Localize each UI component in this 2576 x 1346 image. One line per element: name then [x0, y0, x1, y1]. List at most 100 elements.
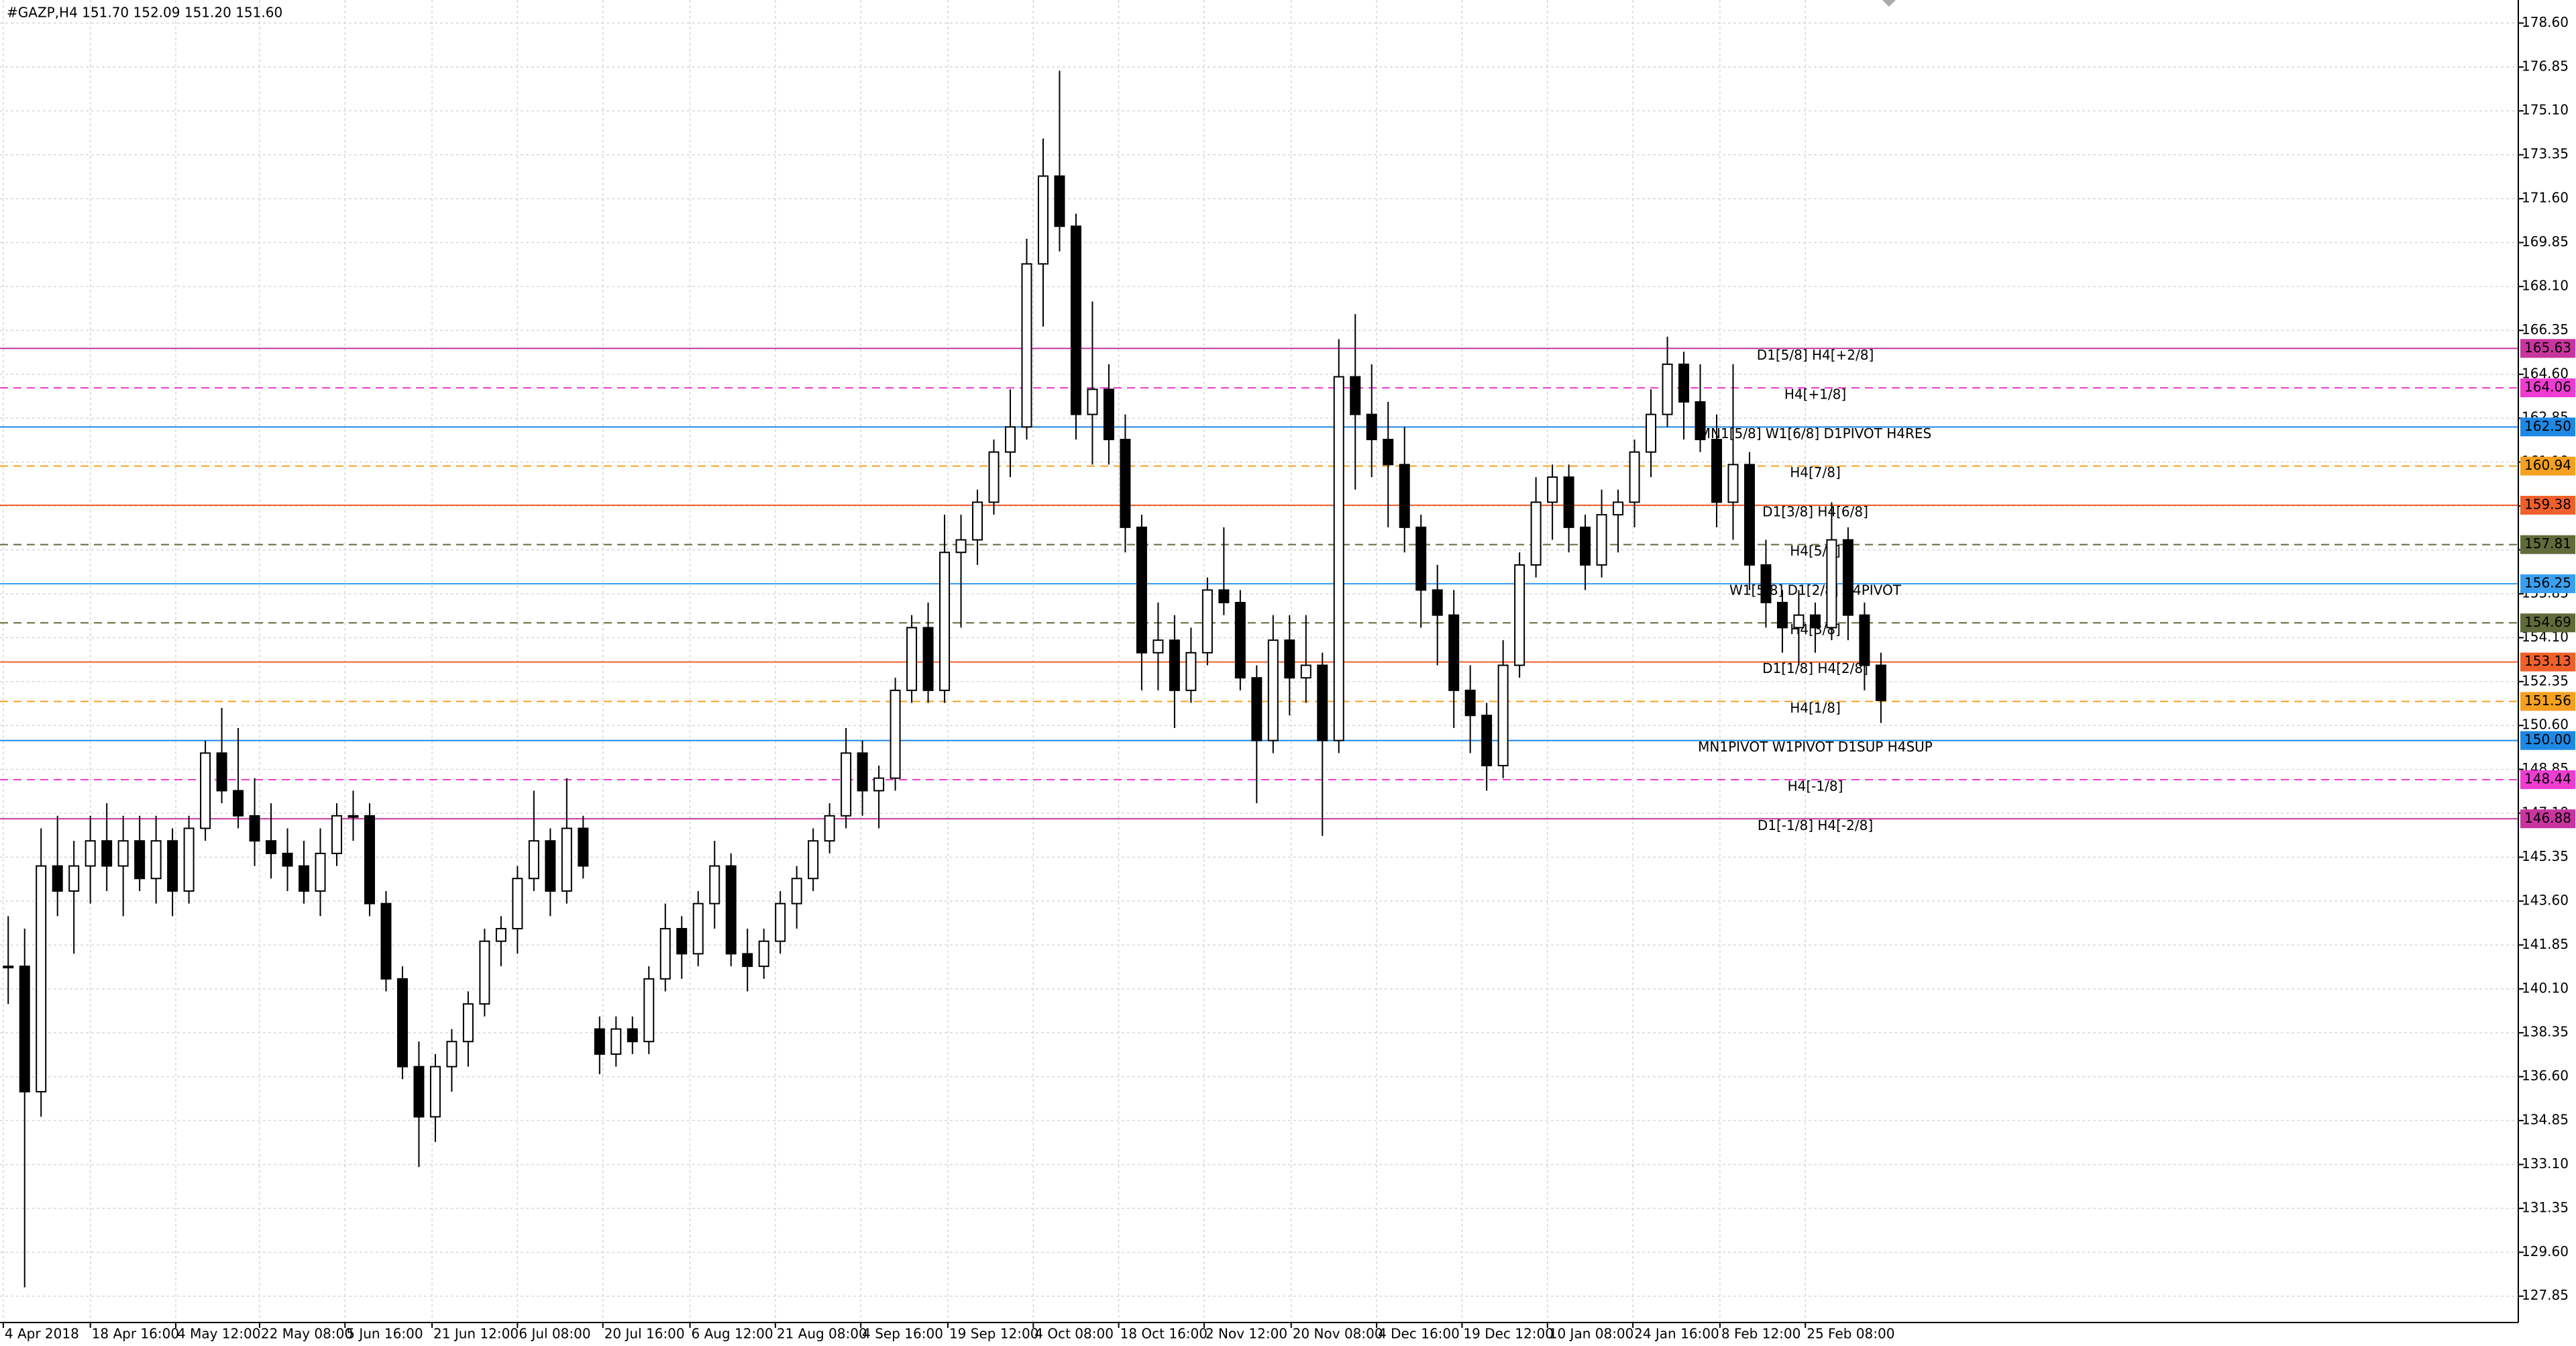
y-tick-label: 140.10	[2522, 980, 2569, 996]
candle-body	[1185, 652, 1197, 691]
y-tick-label: 141.85	[2522, 936, 2569, 952]
x-tick-label: 22 May 08:00	[261, 1326, 353, 1342]
shift-marker	[1882, 0, 1896, 7]
y-tick-label: 127.85	[2522, 1287, 2569, 1303]
y-tick-label: 143.60	[2522, 892, 2569, 908]
candle-body	[824, 815, 835, 842]
candle-body	[742, 953, 753, 968]
candle-body	[1037, 175, 1049, 265]
candle-body	[249, 815, 260, 842]
candle-body	[1743, 464, 1755, 566]
level-price-box	[2520, 809, 2575, 829]
level-price-box	[2520, 339, 2575, 358]
y-tick-label: 134.85	[2522, 1112, 2569, 1128]
candle-body	[1530, 501, 1542, 566]
level-label: MN1[5/8] W1[6/8] D1PIVOT H4RES	[1699, 425, 1931, 442]
candle-body	[216, 752, 227, 792]
level-price-box	[2520, 574, 2575, 593]
candle-body	[512, 878, 523, 930]
x-tick-label: 21 Aug 08:00	[777, 1326, 867, 1342]
candle-body	[709, 865, 720, 904]
candle-body	[906, 627, 918, 691]
candle-body	[725, 865, 737, 955]
grid	[0, 0, 2518, 1323]
level-price-label: 150.00	[2524, 731, 2571, 747]
y-tick-label: 176.85	[2522, 58, 2569, 74]
level-price-label: 156.25	[2524, 574, 2571, 590]
candle-body	[643, 978, 655, 1043]
candle-body	[364, 815, 375, 904]
axes	[0, 0, 2524, 1328]
candle-body	[594, 1028, 605, 1055]
candle-body	[1629, 451, 1640, 503]
candle-body	[1793, 614, 1805, 629]
x-tick-label: 18 Oct 16:00	[1120, 1326, 1208, 1342]
candle-body	[659, 928, 671, 980]
candle-body	[1087, 389, 1098, 415]
y-tick-label: 131.35	[2522, 1199, 2569, 1215]
candle-body	[462, 1003, 474, 1043]
candle-body	[1399, 464, 1410, 528]
candle-body	[561, 827, 572, 892]
level-price-label: 162.50	[2524, 418, 2571, 434]
x-tick-label: 21 Jun 12:00	[433, 1326, 519, 1342]
candle-body	[347, 815, 359, 818]
candle-body	[1481, 715, 1493, 767]
candle-body	[1547, 476, 1558, 503]
y-tick-label: 168.10	[2522, 277, 2569, 293]
candle-body	[36, 865, 47, 1093]
candle-body	[233, 790, 244, 817]
candle-body	[1070, 225, 1081, 415]
x-tick-label: 4 Apr 2018	[5, 1326, 79, 1342]
level-price-box	[2520, 378, 2575, 397]
candle-body	[429, 1066, 441, 1118]
x-tick-label: 5 Jun 16:00	[346, 1326, 423, 1342]
level-price-label: 154.69	[2524, 614, 2571, 630]
candle-body	[972, 501, 983, 541]
level-price-label: 165.63	[2524, 340, 2571, 356]
level-price-label: 157.81	[2524, 535, 2571, 552]
candle-body	[857, 752, 868, 792]
candle-body	[1514, 564, 1525, 666]
candle-body	[775, 902, 786, 942]
level-price-box	[2520, 417, 2575, 437]
candle-body	[808, 840, 819, 880]
candle-body	[299, 865, 310, 892]
candle-body	[1333, 376, 1344, 741]
level-price-label: 164.06	[2524, 378, 2571, 395]
x-tick-label: 20 Nov 08:00	[1293, 1326, 1383, 1342]
candle-body	[676, 928, 688, 955]
candle-body	[1366, 413, 1377, 441]
candle-body	[1169, 639, 1180, 691]
candle-body	[1875, 664, 1886, 701]
candle-body	[955, 539, 967, 554]
candle-body	[200, 752, 211, 829]
level-price-label: 153.13	[2524, 653, 2571, 669]
candle-body	[791, 878, 802, 904]
level-price-label: 151.56	[2524, 692, 2571, 709]
candle-body	[1727, 464, 1739, 503]
x-tick-label: 4 Oct 08:00	[1034, 1326, 1114, 1342]
candle-body	[1120, 439, 1131, 528]
x-tick-label: 4 May 12:00	[177, 1326, 260, 1342]
x-tick-label: 6 Aug 12:00	[691, 1326, 773, 1342]
x-tick-label: 25 Feb 08:00	[1807, 1326, 1894, 1342]
candle-body	[1596, 514, 1607, 566]
candle-body	[495, 928, 506, 942]
labels: 178.60 176.85 175.10 173.35 171.60 169.85 168.…	[5, 14, 2575, 1342]
level-price-label: 148.44	[2524, 770, 2571, 786]
x-tick-label: 4 Dec 16:00	[1378, 1326, 1460, 1342]
x-tick-label: 24 Jan 16:00	[1634, 1326, 1719, 1342]
candle-body	[1760, 564, 1772, 604]
candle-body	[988, 451, 1000, 503]
candle-body	[85, 840, 96, 867]
candle-body	[1021, 263, 1032, 428]
level-label: D1[3/8] H4[6/8]	[1762, 503, 1868, 519]
candle-body	[1103, 389, 1114, 441]
level-label: W1[5/8] D1[2/8] H4PIVOT	[1729, 582, 1902, 598]
y-tick-label: 138.35	[2522, 1024, 2569, 1040]
x-tick-label: 8 Feb 12:00	[1721, 1326, 1801, 1342]
candle-body	[1234, 602, 1246, 679]
candle-body	[380, 902, 392, 980]
